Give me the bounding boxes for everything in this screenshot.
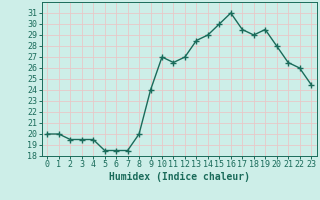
X-axis label: Humidex (Indice chaleur): Humidex (Indice chaleur) (109, 172, 250, 182)
